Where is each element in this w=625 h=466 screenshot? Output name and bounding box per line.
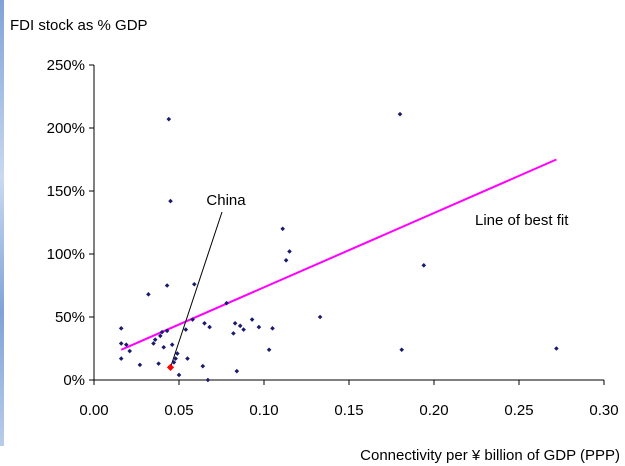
data-point (241, 327, 246, 332)
data-point (156, 361, 161, 366)
data-point (185, 356, 190, 361)
data-point (399, 347, 404, 353)
y-tick-label: 200% (47, 120, 85, 137)
data-point (234, 368, 240, 374)
data-point (124, 342, 129, 348)
data-point (118, 356, 124, 361)
data-point (146, 292, 151, 297)
data-point (169, 342, 175, 348)
x-tick-label: 0.05 (164, 402, 193, 419)
x-tick-label: 0.10 (249, 402, 278, 419)
x-tick-label: 0.25 (504, 402, 533, 419)
data-point (231, 331, 236, 336)
data-point (166, 116, 172, 122)
x-tick-label: 0.30 (589, 402, 618, 419)
y-axis-title: FDI stock as % GDP (10, 17, 148, 34)
y-axis-ticks: 0% 50% 100% 150% 200% 250% (47, 57, 94, 389)
china-data-point (166, 363, 175, 371)
data-point (232, 321, 238, 326)
data-point (118, 326, 124, 331)
data-point (164, 283, 170, 288)
data-point (249, 317, 255, 322)
data-point (127, 348, 132, 354)
china-annotation: China (206, 192, 246, 209)
china-annotation-leader (170, 211, 223, 368)
data-point (137, 362, 143, 368)
data-point (190, 317, 195, 322)
left-edge-decoration (0, 0, 4, 446)
data-point (397, 111, 403, 117)
data-point (266, 347, 272, 353)
x-axis-ticks: 0.00 0.05 0.10 0.15 0.20 0.25 0.30 (79, 380, 619, 419)
data-point (118, 341, 124, 346)
y-tick-label: 250% (47, 57, 85, 74)
data-point (159, 329, 165, 335)
data-point (173, 356, 178, 361)
data-point (168, 198, 173, 204)
data-point (161, 344, 166, 350)
y-tick-label: 50% (55, 309, 85, 326)
data-point (202, 321, 207, 326)
data-point (164, 328, 170, 334)
data-point (205, 377, 211, 383)
data-point (283, 258, 289, 263)
data-point (176, 372, 182, 378)
x-tick-label: 0.00 (79, 402, 108, 419)
data-point (287, 249, 292, 254)
data-point (237, 323, 243, 329)
data-point (224, 300, 229, 306)
x-tick-label: 0.20 (419, 402, 448, 419)
data-point (317, 314, 323, 320)
data-point (151, 341, 156, 346)
y-tick-label: 150% (47, 183, 85, 200)
data-point (183, 327, 189, 332)
data-point (280, 226, 285, 232)
data-point (200, 363, 206, 369)
data-point (175, 351, 180, 356)
data-point (158, 333, 163, 339)
best-fit-line (120, 158, 557, 351)
data-point (256, 324, 262, 330)
data-point (554, 346, 559, 351)
data-points (118, 111, 559, 383)
data-point (152, 337, 158, 342)
data-point (192, 281, 197, 287)
best-fit-label: Line of best fit (475, 212, 569, 229)
x-tick-label: 0.15 (334, 402, 363, 419)
y-tick-label: 100% (47, 246, 85, 263)
y-tick-label: 0% (63, 372, 85, 389)
data-point (270, 326, 275, 331)
data-point (171, 360, 177, 365)
data-point (421, 263, 427, 268)
x-axis-title: Connectivity per ¥ billion of GDP (PPP) (360, 447, 620, 464)
data-point (207, 324, 212, 330)
